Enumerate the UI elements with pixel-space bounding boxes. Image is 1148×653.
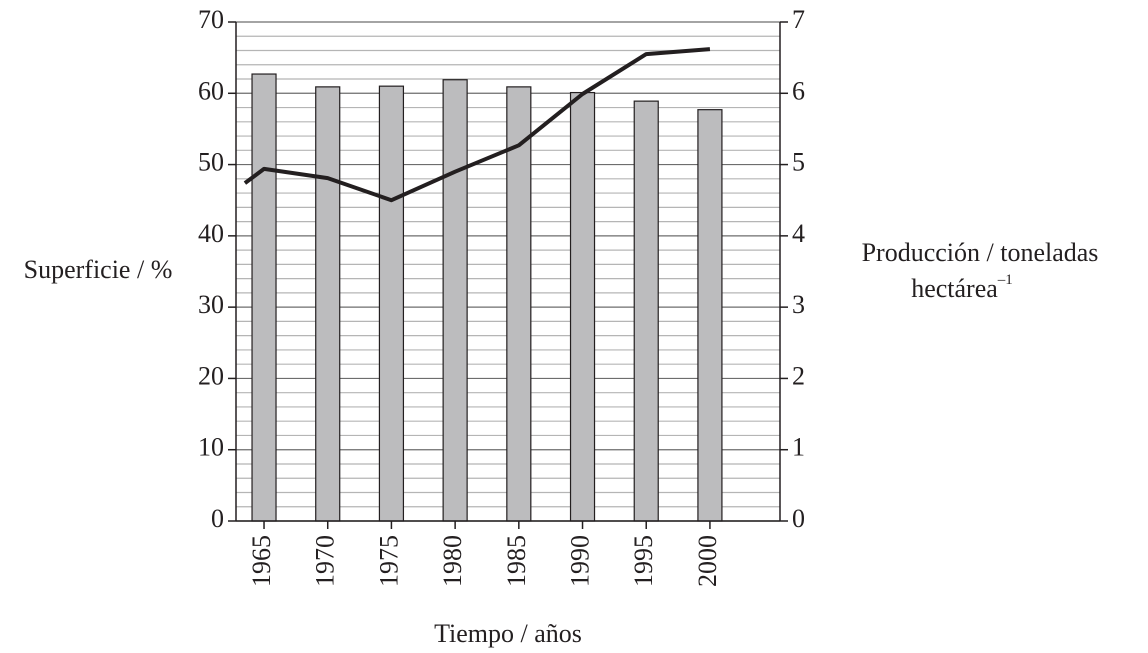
y2-tick-label: 1: [792, 433, 805, 462]
y-tick-label: 40: [198, 219, 224, 248]
y2-tick-label: 7: [792, 5, 805, 34]
bar: [378, 85, 405, 522]
line: [243, 47, 711, 203]
x-tick-label: 1965: [247, 535, 276, 587]
x-tick-label: 1990: [565, 535, 594, 587]
y-tick-label: 0: [211, 504, 224, 533]
bar: [697, 109, 723, 522]
y2-tick-label: 5: [792, 148, 805, 177]
x-tick-label: 1970: [311, 535, 340, 587]
y-tick-label: 30: [198, 290, 224, 319]
y2-axis-label-sup: –1: [997, 272, 1013, 288]
y2-axis-label: Producción / toneladas: [862, 238, 1099, 267]
x-tick-label: 2000: [693, 535, 722, 587]
y-tick-label: 60: [198, 76, 224, 105]
x-axis-label: Tiempo / años: [434, 619, 582, 648]
y2-tick-label: 4: [792, 219, 805, 248]
y-tick-label: 50: [198, 148, 224, 177]
bar: [251, 73, 277, 522]
y2-tick-label: 6: [792, 76, 805, 105]
bar: [506, 86, 532, 522]
y-tick-label: 70: [198, 5, 224, 34]
bar: [633, 100, 659, 522]
y2-axis-label: hectárea–1: [911, 272, 1013, 303]
bar: [569, 91, 596, 522]
x-tick-label: 1995: [629, 535, 658, 587]
y-axis-label: Superficie / %: [24, 255, 173, 284]
y2-tick-label: 2: [792, 361, 805, 390]
bar: [315, 86, 341, 522]
y-tick-label: 20: [198, 361, 224, 390]
y2-tick-label: 3: [792, 290, 805, 319]
bar: [442, 79, 468, 522]
x-tick-label: 1980: [438, 535, 467, 587]
y2-tick-label: 0: [792, 504, 805, 533]
y2-axis-label-main: hectárea: [911, 274, 998, 303]
x-tick-label: 1975: [374, 535, 403, 587]
x-tick-label: 1985: [502, 535, 531, 587]
y-tick-label: 10: [198, 433, 224, 462]
